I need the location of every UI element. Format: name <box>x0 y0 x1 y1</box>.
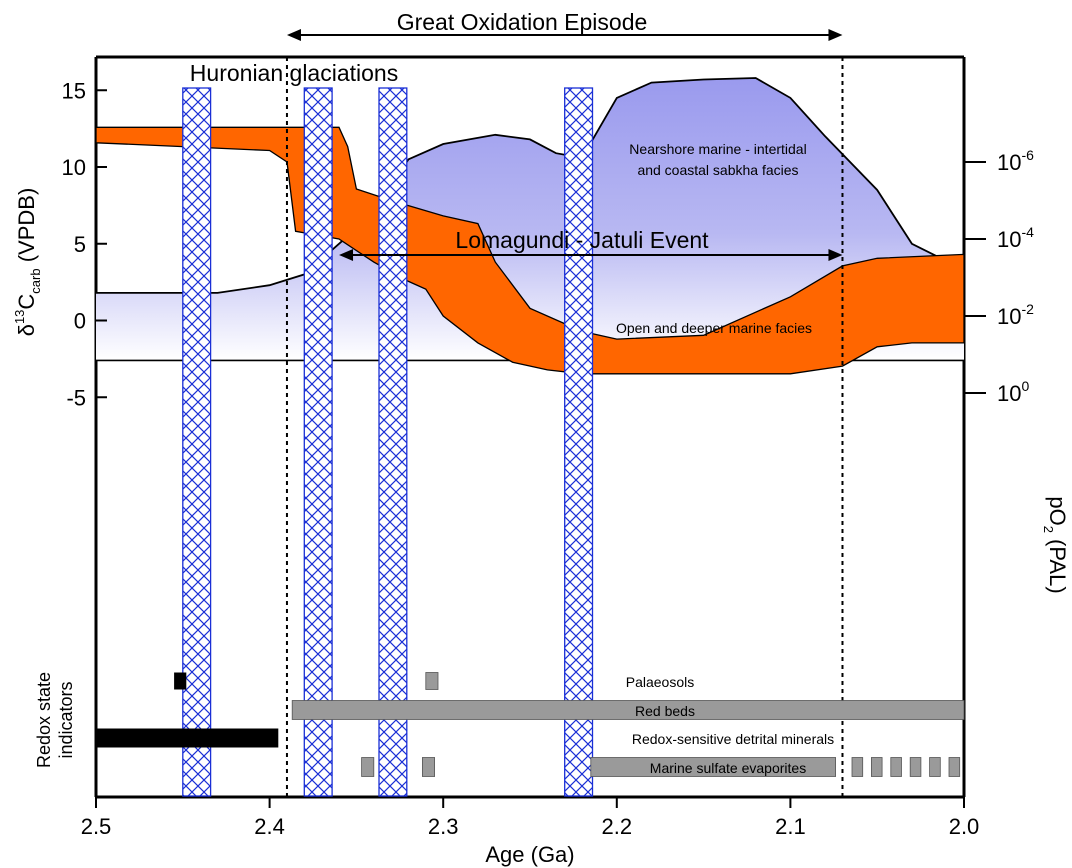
redox-label-red-beds: Red beds <box>635 703 695 719</box>
svg-text:indicators: indicators <box>56 681 76 758</box>
right-tick-label-1: 10-2 <box>997 301 1034 329</box>
glaciation-bar-1 <box>182 87 212 797</box>
left-tick-label-4: -5 <box>66 385 86 410</box>
redox-indicator-marks <box>96 672 965 777</box>
facies-label-nearshore-2: and coastal sabkha facies <box>637 162 798 178</box>
redox-gray-mark-1-0 <box>291 700 965 720</box>
glaciation-bar-2 <box>303 87 333 797</box>
facies-label-nearshore-1: Nearshore marine - intertidal <box>629 141 806 157</box>
right-axis-ticks: 100 10-2 10-4 10-6 <box>964 147 1034 406</box>
glaciation-bar-4 <box>564 87 594 797</box>
right-axis-label: pO2 (PAL) <box>1041 496 1070 593</box>
redox-gray-mark-3-0 <box>361 757 375 777</box>
redox-black-mark-0-0 <box>174 672 187 690</box>
left-tick-label-2: 5 <box>74 232 86 257</box>
redox-label-detrital: Redox-sensitive detrital minerals <box>632 731 834 747</box>
svg-text:pO2 (PAL): pO2 (PAL) <box>1041 496 1070 593</box>
facies-label-open-marine: Open and deeper marine facies <box>616 320 812 336</box>
redox-label-palaeosols: Palaeosols <box>626 674 695 690</box>
redox-dashed-mark-3-0-5 <box>948 757 961 777</box>
lomagundi-label: Lomagundi - Jatuli Event <box>455 227 709 253</box>
chart-title: Great Oxidation Episode <box>397 9 648 35</box>
left-tick-label-3: 0 <box>74 309 86 334</box>
left-tick-label-0: 15 <box>62 78 86 103</box>
redox-gray-mark-3-2 <box>590 757 836 777</box>
redox-label-sulfate: Marine sulfate evaporites <box>650 760 806 776</box>
svg-text:Redox state: Redox state <box>34 672 54 768</box>
redox-black-mark-2-0 <box>96 728 279 748</box>
right-tick-label-2: 10-4 <box>997 224 1034 252</box>
carbon-isotope-upper-line <box>96 77 965 294</box>
x-axis-label: Age (Ga) <box>485 842 574 867</box>
left-tick-label-1: 10 <box>62 155 86 180</box>
redox-dashed-mark-3-0-3 <box>909 757 922 777</box>
redox-dashed-mark-3-0-0 <box>851 757 864 777</box>
x-axis-ticks: 2.5 2.4 2.3 2.2 2.1 2.0 <box>81 797 980 839</box>
x-tick-label-5: 2.0 <box>949 814 980 839</box>
redox-dashed-mark-3-0-1 <box>871 757 883 777</box>
glaciation-bar-3 <box>378 87 408 797</box>
right-tick-label-0: 100 <box>997 378 1029 406</box>
x-tick-label-2: 2.3 <box>428 814 459 839</box>
redox-gray-mark-3-1 <box>421 757 435 777</box>
lomagundi-arrow <box>339 249 843 261</box>
huronian-glaciation-bars <box>182 87 594 797</box>
huronian-label: Huronian glaciations <box>190 60 398 86</box>
x-tick-label-3: 2.2 <box>602 814 633 839</box>
left-axis-label: δ13Ccarb (VPDB) <box>12 188 43 337</box>
redox-gray-mark-0-0 <box>425 672 439 690</box>
redox-dashed-mark-3-0-2 <box>890 757 902 777</box>
x-tick-label-4: 2.1 <box>775 814 806 839</box>
goe-arrow <box>286 29 843 41</box>
x-tick-label-0: 2.5 <box>81 814 112 839</box>
svg-text:δ13Ccarb (VPDB): δ13Ccarb (VPDB) <box>12 188 43 337</box>
redox-dashed-mark-3-0-4 <box>929 757 941 777</box>
left-axis-ticks: 15 10 5 0 -5 <box>62 78 107 410</box>
right-tick-label-3: 10-6 <box>997 147 1034 175</box>
redox-axis-label: Redox state indicators <box>34 672 76 768</box>
x-tick-label-1: 2.4 <box>254 814 285 839</box>
